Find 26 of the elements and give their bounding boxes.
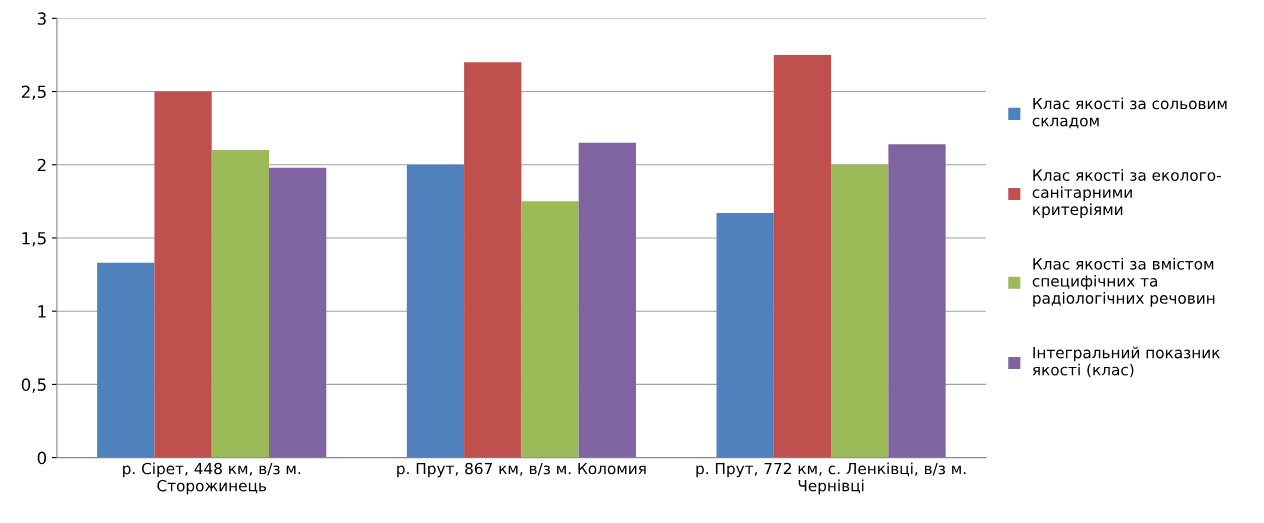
y-tick-label: 1,5: [22, 232, 46, 247]
bar: [269, 167, 327, 458]
bar: [97, 262, 155, 458]
bar: [578, 142, 636, 458]
bar: [406, 164, 465, 458]
legend-label: Клас якості за еколого- санітарними критеріями: [1032, 169, 1221, 219]
bar: [154, 91, 212, 458]
y-tick-label: 0,5: [21, 378, 46, 393]
bar: [831, 164, 889, 458]
legend-label: Клас якості за сольовим складом: [1032, 97, 1227, 129]
x-tick-label: р. Прут, 772 км, с. Ленківці, в/з м. Чернівці: [696, 462, 966, 495]
legend-label: Інтегральний показник якості (клас): [1032, 346, 1220, 378]
bar: [521, 201, 579, 458]
bar: [888, 144, 946, 458]
y-tick-label: 3: [37, 12, 46, 25]
x-tick-label: р. Прут, 867 км, в/з м. Коломия: [397, 462, 646, 478]
y-tick-label: 0: [37, 451, 47, 465]
x-tick-label: р. Сірет, 448 км, в/з м. Сторожинець: [123, 462, 301, 495]
y-tick-label: 1: [38, 305, 46, 318]
bar: [773, 54, 832, 458]
y-tick-label: 2,5: [21, 85, 46, 100]
legend-label: Клас якості за вмістом специфічних та радіологічних речовин: [1032, 257, 1215, 307]
bar: [716, 213, 774, 458]
bar: [464, 62, 522, 458]
bar: [211, 150, 270, 458]
y-tick-label: 2: [37, 158, 46, 172]
